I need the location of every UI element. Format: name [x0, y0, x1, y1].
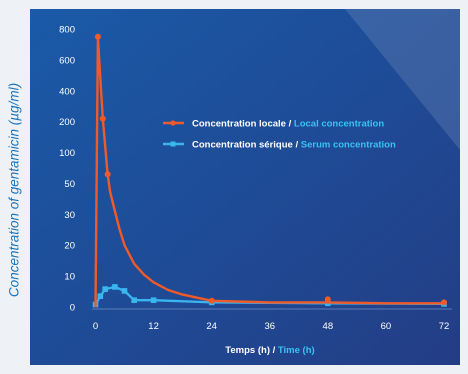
y-tick-label: 400 [59, 86, 75, 97]
y-tick-label: 20 [64, 241, 75, 252]
legend: Concentration locale / Local concentrati… [163, 119, 396, 151]
x-tick-label: 36 [264, 321, 275, 332]
local-point [99, 115, 106, 122]
serum-point [121, 288, 128, 294]
local-point [441, 299, 447, 306]
y-tick-label: 200 [59, 117, 75, 128]
x-tick-label: 24 [206, 321, 217, 332]
background-sheen [300, 9, 460, 150]
y-tick-label: 30 [64, 210, 75, 221]
local-point [104, 171, 111, 178]
x-tick-label: 60 [381, 321, 392, 332]
x-tick-label: 72 [439, 321, 450, 332]
x-tick-label: 12 [148, 321, 159, 332]
y-tick-labels: 0 10 20 30 50 100 200 400 600 800 [59, 25, 75, 314]
local-point [94, 33, 101, 40]
serum-point [131, 297, 137, 303]
y-tick-label: 600 [59, 55, 75, 66]
y-axis-title: Concentration of gentamicin (µg/ml) [6, 82, 22, 298]
serum-point [97, 293, 104, 299]
legend-label-serum: Concentration sérique / Serum concentrat… [192, 140, 396, 151]
legend-marker-serum [170, 141, 176, 147]
y-tick-label: 0 [70, 303, 75, 314]
y-axis-title-area: Concentration of gentamicin (µg/ml) [0, 0, 30, 374]
plot-area [92, 33, 447, 308]
legend-label-local: Concentration locale / Local concentrati… [192, 119, 384, 130]
serum-point [102, 286, 108, 292]
local-point [324, 296, 331, 303]
x-axis-title: Temps (h) / Time (h) [225, 345, 314, 356]
y-tick-label: 10 [64, 272, 75, 283]
y-tick-label: 50 [64, 179, 75, 190]
local-point [208, 297, 215, 304]
x-tick-label: 0 [93, 321, 98, 332]
chart-background [30, 9, 460, 365]
serum-point [150, 297, 157, 303]
legend-marker-local [170, 120, 176, 126]
x-tick-label: 48 [323, 321, 334, 332]
serum-point [112, 284, 118, 290]
x-tick-labels: 0 12 24 36 48 60 72 [93, 321, 449, 332]
local-concentration-line [94, 35, 444, 308]
y-tick-label: 100 [59, 148, 75, 159]
y-tick-label: 800 [59, 25, 75, 36]
